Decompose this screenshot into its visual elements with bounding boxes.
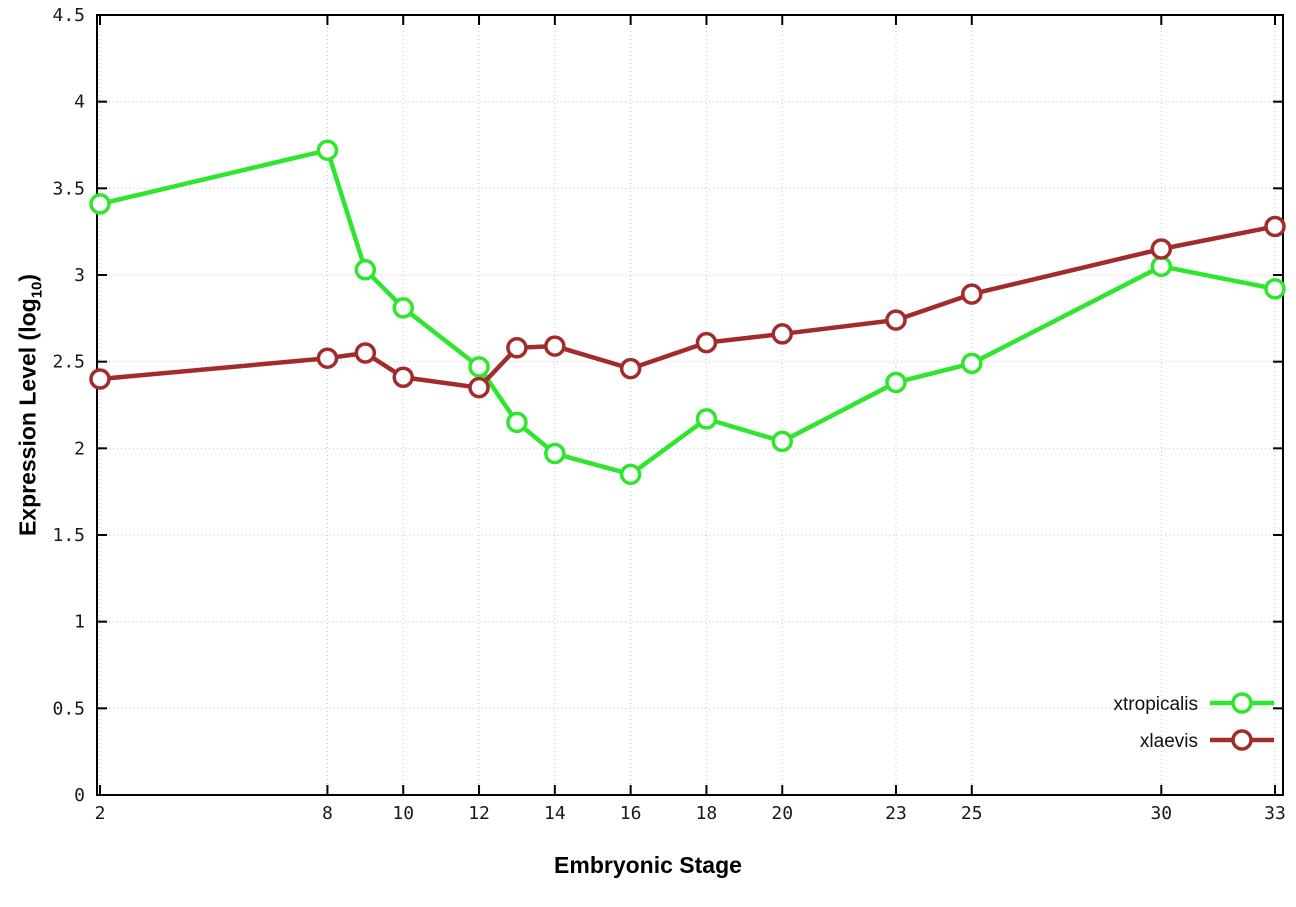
y-axis-title: Expression Level (log10) [15,274,46,536]
x-tick-label: 33 [1264,803,1286,824]
y-tick-label: 1.5 [52,525,85,546]
y-tick-label: 3 [74,265,85,286]
data-point [1264,278,1286,300]
x-tick-label: 14 [544,803,566,824]
y-axis-title-sub: 10 [28,281,46,299]
data-point [392,297,414,319]
legend-label-xlaevis: xlaevis [1140,731,1198,752]
data-point [695,331,718,354]
data-point [392,366,414,389]
data-point [354,259,377,281]
y-tick-labels: 0 0.5 1 1.5 2 2.5 3 3.5 4 4.5 [52,5,85,806]
series-line-xlaevis [97,224,1278,390]
y-axis-title-suffix: ) [14,273,41,282]
data-point [885,371,907,394]
data-point [771,323,794,345]
legend-sample-marker [1231,692,1253,714]
x-tick-label: 8 [322,803,333,824]
data-point [619,357,642,380]
data-point [771,430,794,453]
data-point [1264,215,1286,238]
x-axis-title: Embryonic Stage [554,852,742,878]
data-point [468,356,490,378]
x-tick-label: 23 [885,803,907,824]
data-point [316,347,339,369]
legend: xtropicalis xlaevis [1114,692,1274,752]
series-line-xtropicalis [97,147,1278,477]
plot-border [96,14,1284,796]
tick-marks [97,14,1283,796]
data-point [1150,238,1173,260]
data-point [316,139,339,161]
series-markers-xtropicalis [89,139,1286,486]
x-tick-label: 16 [620,803,642,824]
data-point [619,463,642,486]
y-tick-label: 0.5 [52,698,85,719]
y-tick-label: 4 [74,92,85,113]
grid [97,14,1283,796]
x-tick-label: 2 [95,803,106,824]
data-point [695,408,718,430]
data-point [506,411,528,434]
legend-sample-marker [1231,729,1253,751]
data-point [89,368,111,390]
x-tick-label: 10 [392,803,414,824]
data-point [544,442,566,465]
y-tick-label: 2 [74,438,85,459]
y-tick-label: 0 [74,785,85,806]
data-point [506,337,528,359]
data-point [885,309,907,331]
x-tick-label: 25 [961,803,983,824]
y-tick-label: 3.5 [52,178,85,199]
x-tick-label: 20 [771,803,793,824]
data-point [468,376,490,399]
data-point [961,283,983,305]
x-tick-label: 12 [468,803,490,824]
data-point [354,342,377,364]
y-axis-title-prefix: Expression Level (log [14,298,41,537]
data-point [544,335,566,357]
y-tick-label: 4.5 [52,5,85,26]
data-point [961,352,983,375]
data-point [89,193,111,215]
x-tick-label: 30 [1150,803,1172,824]
legend-label-xtropicalis: xtropicalis [1114,694,1198,715]
data-point [1150,255,1173,278]
y-tick-label: 2.5 [52,352,85,373]
x-tick-label: 18 [696,803,718,824]
y-tick-label: 1 [74,612,85,633]
series-markers-xlaevis [89,215,1286,399]
x-tick-labels: 2 8 10 12 14 16 18 20 23 25 30 33 [95,803,1286,824]
